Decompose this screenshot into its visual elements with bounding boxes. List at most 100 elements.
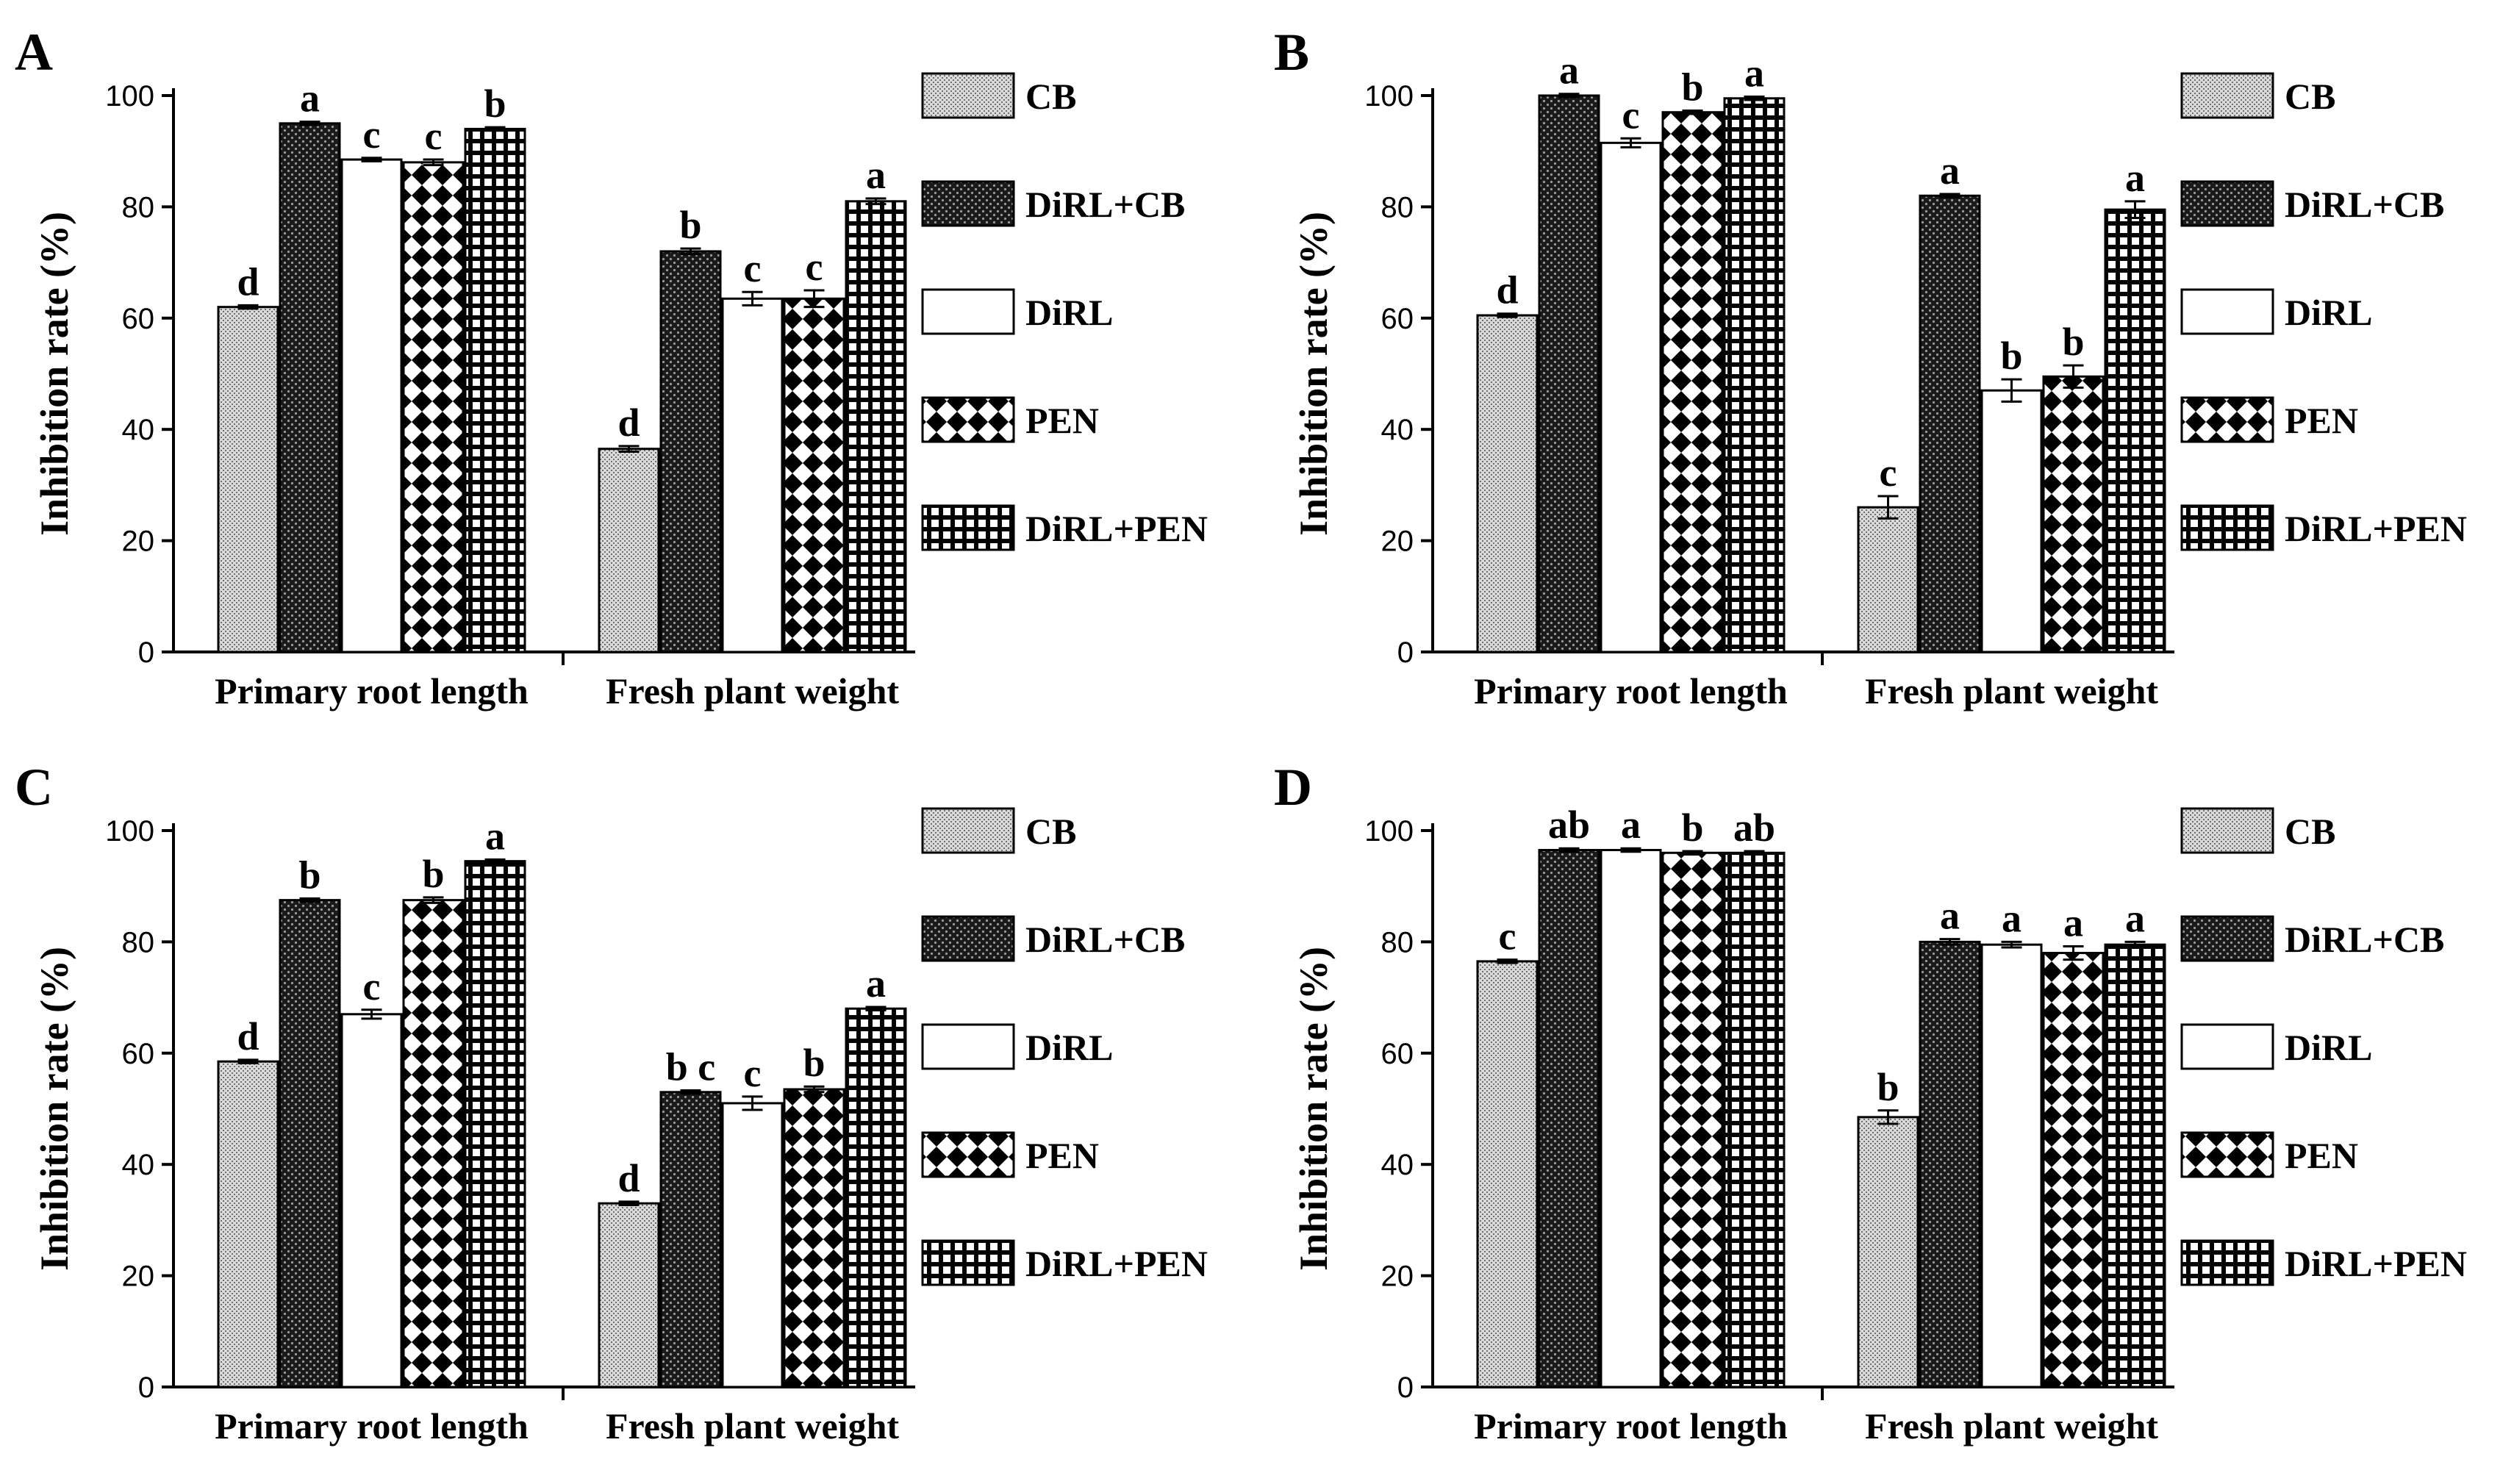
legend-label: CB [1025, 76, 1076, 117]
category-label: Fresh plant weight [1865, 670, 2158, 711]
bar [1538, 848, 1600, 1388]
legend-label: DiRL+CB [1025, 919, 1185, 960]
y-tick-label: 60 [122, 303, 155, 335]
y-axis-label: Inhibition rate (%) [1292, 212, 1336, 536]
bar [659, 250, 722, 653]
legend-label: CB [2285, 76, 2335, 117]
y-axis-label: Inhibition rate (%) [1292, 947, 1336, 1271]
legend-swatch [2180, 180, 2274, 227]
bar [217, 306, 279, 653]
significance-label: b [484, 82, 506, 126]
significance-label: ab [1733, 806, 1775, 850]
legend-swatch [2180, 1023, 2274, 1070]
significance-label: b [803, 1041, 825, 1085]
bar [217, 1060, 279, 1388]
bar [783, 1088, 845, 1388]
y-tick-label: 80 [1381, 926, 1414, 958]
bar [1600, 141, 1662, 653]
legend-label: CB [2285, 811, 2335, 852]
bar [598, 1202, 660, 1388]
bar [1538, 94, 1600, 653]
legend-swatch [921, 1239, 1015, 1286]
bar [721, 1102, 784, 1388]
significance-label: d [617, 1156, 640, 1200]
y-tick-label: 80 [1381, 191, 1414, 223]
legend-swatch [921, 807, 1015, 854]
legend-swatch [2180, 1239, 2274, 1286]
category-label: Fresh plant weight [606, 1405, 899, 1447]
legend-label: DiRL [2285, 1027, 2372, 1068]
legend-swatch [921, 1023, 1015, 1070]
legend-label: DiRL+CB [2285, 919, 2444, 960]
significance-label: b [679, 203, 701, 247]
legend-label: PEN [2285, 1135, 2358, 1176]
bar [340, 158, 403, 653]
legend-label: DiRL+PEN [1025, 508, 1208, 549]
legend-label: DiRL+PEN [2285, 1243, 2467, 1284]
panel-letter: B [1274, 23, 1309, 82]
significance-label: c [744, 1051, 762, 1095]
significance-label: b [2000, 334, 2022, 378]
panel-letter: A [15, 23, 53, 82]
y-tick-label: 100 [1364, 80, 1414, 112]
significance-label: a [1940, 148, 1960, 193]
y-tick-label: 40 [1381, 1149, 1414, 1181]
significance-label: b [1681, 65, 1703, 109]
legend-label: DiRL+PEN [2285, 508, 2467, 549]
y-tick-label: 0 [138, 1372, 154, 1404]
significance-label: a [866, 153, 886, 197]
bar [279, 122, 341, 653]
legend-label: DiRL [1025, 1027, 1113, 1068]
legend-label: PEN [2285, 400, 2358, 441]
y-tick-label: 60 [1381, 1038, 1414, 1070]
legend-swatch [2180, 72, 2274, 119]
bar [1919, 194, 1981, 653]
panel-C: C 0 20 40 60 80 100 Inhibition rate (%) Primary … [15, 758, 1208, 1447]
bar [464, 127, 526, 653]
panel-B: B 0 20 40 60 80 100 Inhibition rate (%) Primary … [1274, 23, 2467, 711]
panel-D: D 0 20 40 60 80 100 Inhibition rate (%) Primary … [1274, 758, 2467, 1447]
legend-label: PEN [1025, 1135, 1099, 1176]
y-tick-label: 40 [122, 414, 155, 446]
category-label: Primary root length [215, 670, 529, 711]
significance-label: a [866, 961, 886, 1006]
bar [1723, 851, 1786, 1388]
bar [1980, 389, 2043, 653]
bar [783, 297, 845, 653]
bar [1661, 111, 1724, 653]
legend-label: DiRL+CB [2285, 184, 2444, 225]
legend-swatch [2180, 807, 2274, 854]
significance-label: c [806, 245, 823, 289]
significance-label: a [1940, 894, 1960, 938]
bar [1723, 97, 1786, 653]
significance-label: b [2062, 320, 2084, 364]
significance-label: a [485, 814, 505, 858]
category-label: Primary root length [1474, 670, 1788, 711]
significance-label: c [744, 246, 762, 290]
bar [2042, 952, 2105, 1388]
y-tick-label: 0 [138, 637, 154, 669]
significance-label: b [1877, 1065, 1899, 1109]
significance-label: a [2125, 896, 2145, 940]
bar [1980, 943, 2043, 1388]
significance-label: d [617, 401, 640, 445]
y-tick-label: 60 [122, 1038, 155, 1070]
bar [340, 1013, 403, 1388]
bar [1661, 851, 1724, 1388]
bar [659, 1091, 722, 1388]
legend-swatch [2180, 1131, 2274, 1178]
significance-label: b [298, 853, 320, 897]
y-tick-label: 20 [1381, 526, 1414, 558]
significance-label: a [2125, 156, 2145, 200]
y-axis-label: Inhibition rate (%) [32, 212, 76, 536]
y-tick-label: 0 [1397, 1372, 1414, 1404]
panel-A: A 0 20 40 60 80 100 Inhibition rate (%) Primary … [15, 23, 1208, 711]
y-tick-label: 20 [1381, 1261, 1414, 1293]
legend-swatch [2180, 915, 2274, 962]
significance-label: c [425, 114, 443, 158]
legend-swatch [921, 72, 1015, 119]
legend-label: DiRL [1025, 292, 1113, 333]
y-tick-label: 20 [122, 1261, 155, 1293]
y-tick-label: 20 [122, 526, 155, 558]
